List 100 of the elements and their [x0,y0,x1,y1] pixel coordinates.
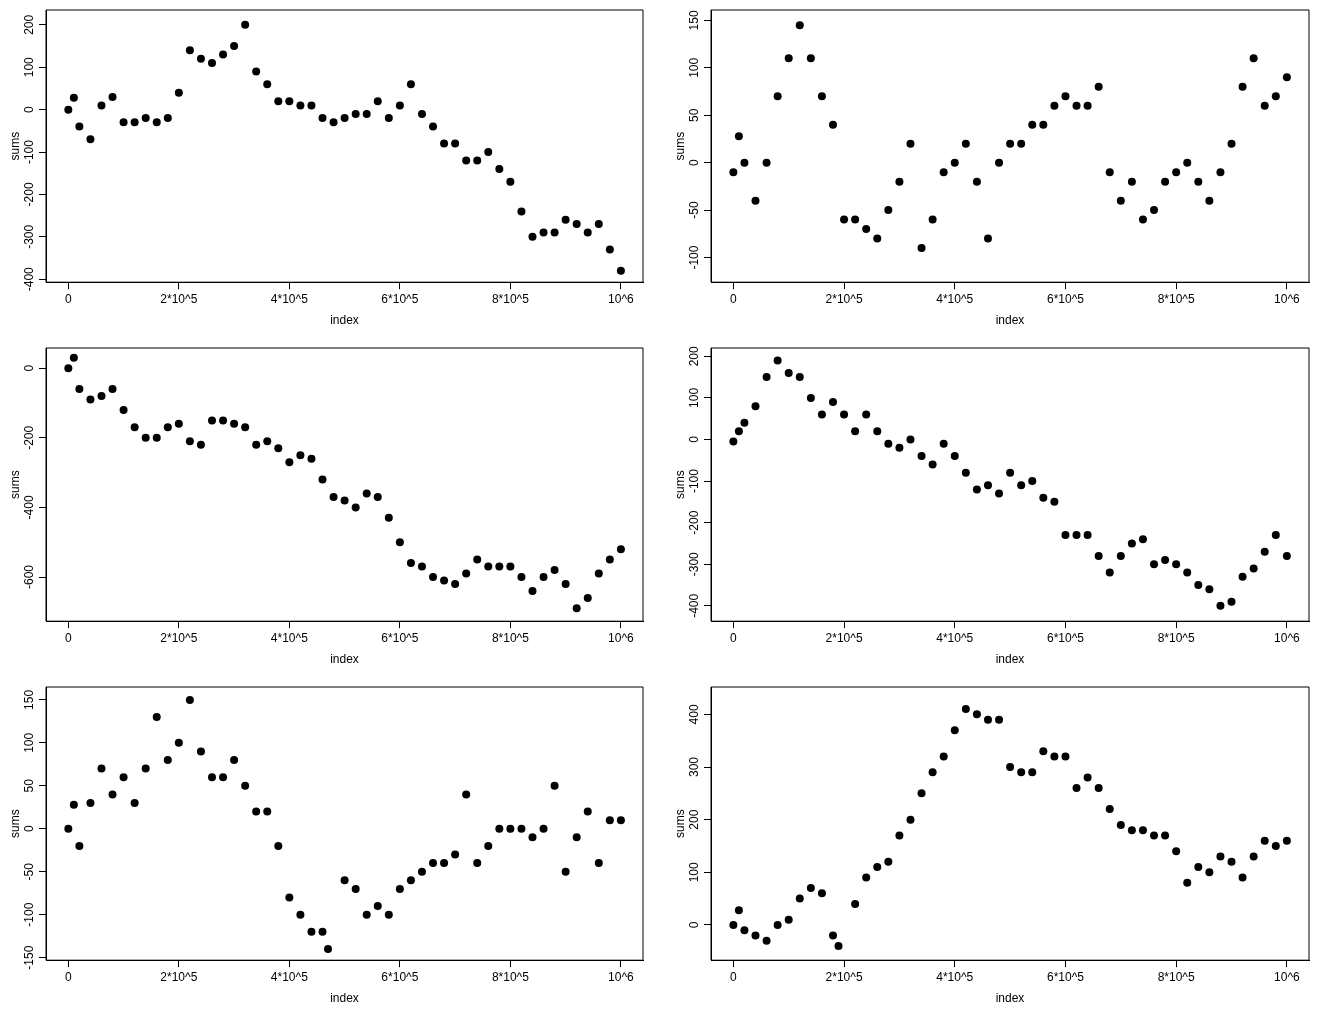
y-tick-label: 100 [22,56,37,78]
point [734,427,743,436]
y-axis-title: sums [7,809,22,838]
point [1072,531,1081,540]
point [86,135,95,144]
y-tick-label: 0 [687,159,702,167]
point [1094,82,1103,91]
point [862,873,871,882]
point [252,807,261,816]
x-tick-label: 6*10^5 [1046,291,1085,306]
point [906,139,915,148]
point [1083,773,1092,782]
point [97,392,106,401]
point [1072,784,1081,793]
point [873,234,882,243]
x-tick-label: 10^6 [1274,630,1301,645]
point [1105,805,1114,814]
point [1271,92,1280,101]
x-axis-title: index [330,991,359,1006]
point [1138,215,1147,224]
point [395,884,404,893]
x-tick-label: 10^6 [608,969,635,984]
point [806,393,815,402]
point [75,385,84,394]
point [1028,120,1037,129]
point [928,460,937,469]
point [417,109,426,118]
point [972,485,981,494]
point [851,899,860,908]
point [1116,820,1125,829]
point [1183,568,1192,577]
point [840,410,849,419]
point [1138,826,1147,835]
y-tick-label: 0 [22,825,37,833]
point [373,97,382,106]
point [307,454,316,463]
point [995,158,1004,167]
point [906,815,915,824]
point [528,833,537,842]
point [1028,477,1037,486]
point [939,752,948,761]
point [185,46,194,55]
point [384,910,393,919]
y-tick-label: 0 [687,435,702,443]
point [1205,196,1214,205]
point [561,215,570,224]
point [1039,493,1048,502]
point [406,559,415,568]
point [119,773,128,782]
point [1116,196,1125,205]
point [141,114,150,123]
point [75,841,84,850]
point [86,395,95,404]
point [561,867,570,876]
y-tick-label: -300 [687,551,702,577]
point [795,21,804,30]
point [773,92,782,101]
point [1161,177,1170,186]
point [462,569,471,578]
point [1061,92,1070,101]
point [928,768,937,777]
point [1249,852,1258,861]
point [561,579,570,588]
point [928,215,937,224]
point [274,444,283,453]
point [939,439,948,448]
point [834,941,843,950]
x-tick-label: 2*10^5 [160,630,198,645]
point [86,798,95,807]
point [1194,177,1203,186]
point [1238,572,1247,581]
point [484,841,493,850]
point [130,798,139,807]
point [594,569,603,578]
point [1127,177,1136,186]
x-tick-label: 10^6 [608,291,635,306]
point [1083,101,1092,110]
y-tick-label: 200 [22,14,37,35]
point [495,165,504,173]
point [1271,531,1280,540]
x-tick-label: 10^6 [1274,969,1301,984]
point [296,101,305,110]
point [817,889,826,898]
y-tick-label: 50 [687,108,702,122]
point [616,545,625,554]
point [440,576,449,585]
point [395,538,404,547]
point [185,695,194,704]
y-tick-label: -600 [22,564,37,590]
point [1194,863,1203,872]
point [784,54,793,63]
point [550,781,559,790]
point [429,573,438,581]
y-axis-title: sums [7,131,22,161]
point [373,902,382,911]
point [1061,752,1070,761]
point [307,101,316,110]
point [1006,468,1015,477]
point [318,475,327,484]
point [473,156,482,165]
